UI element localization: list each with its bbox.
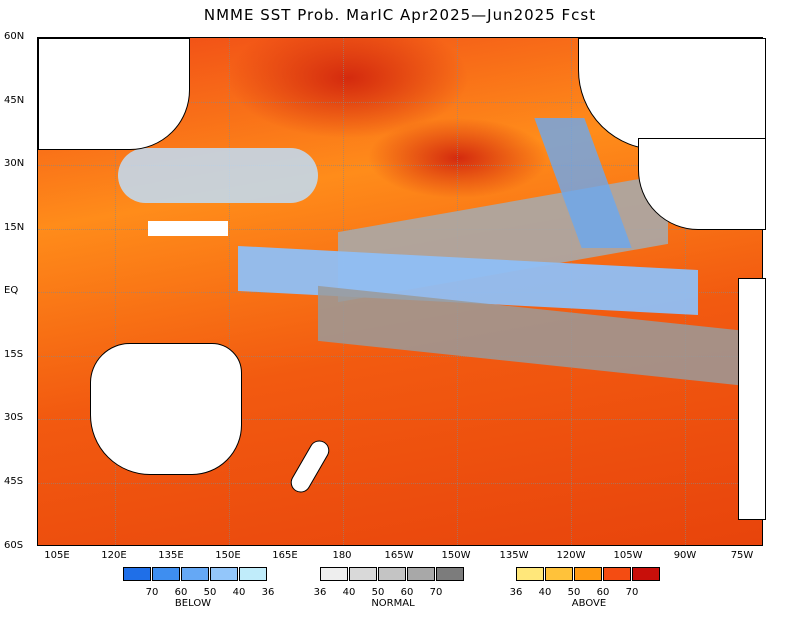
mexico-landmass bbox=[638, 138, 766, 230]
legend-swatch bbox=[210, 567, 238, 581]
lat-label: 30N bbox=[4, 158, 25, 169]
legend-swatch bbox=[181, 567, 209, 581]
lat-label: 45N bbox=[4, 95, 25, 106]
legend-tick: 36 bbox=[261, 587, 275, 598]
legend-tick: 50 bbox=[567, 587, 581, 598]
lon-label: 165W bbox=[384, 550, 414, 561]
legend-tick: 60 bbox=[596, 587, 610, 598]
legend-tick: 40 bbox=[538, 587, 552, 598]
lon-label: 75W bbox=[730, 550, 754, 561]
legend-tick: 50 bbox=[203, 587, 217, 598]
lon-label: 90W bbox=[673, 550, 697, 561]
legend-swatch bbox=[574, 567, 602, 581]
white-patch-wpac bbox=[148, 221, 228, 236]
legend-swatch bbox=[320, 567, 348, 581]
lat-label: 60N bbox=[4, 31, 25, 42]
legend-tick: 70 bbox=[625, 587, 639, 598]
lat-label: 15N bbox=[4, 222, 25, 233]
legend-tick: 36 bbox=[313, 587, 327, 598]
lon-label: 105W bbox=[613, 550, 643, 561]
lat-label: 30S bbox=[4, 412, 24, 423]
north-america-landmass bbox=[578, 38, 766, 150]
legend-swatch bbox=[436, 567, 464, 581]
map-title: NMME SST Prob. MarIC Apr2025—Jun2025 Fcs… bbox=[203, 6, 597, 24]
legend-swatch bbox=[378, 567, 406, 581]
lon-label: 120W bbox=[556, 550, 586, 561]
lon-label: 180 bbox=[332, 550, 352, 561]
legend-tick: 70 bbox=[429, 587, 443, 598]
asia-landmass bbox=[38, 38, 190, 150]
lat-label: EQ bbox=[4, 285, 19, 296]
lat-label: 45S bbox=[4, 476, 24, 487]
legend-swatch bbox=[407, 567, 435, 581]
legend-swatch bbox=[516, 567, 544, 581]
legend-tick: 70 bbox=[145, 587, 159, 598]
legend-swatch bbox=[545, 567, 573, 581]
lon-label: 120E bbox=[101, 550, 127, 561]
legend-label: ABOVE bbox=[571, 598, 607, 609]
lon-label: 135W bbox=[499, 550, 529, 561]
new-zealand-landmass bbox=[287, 436, 333, 497]
south-america-landmass bbox=[738, 278, 766, 520]
legend-swatch bbox=[123, 567, 151, 581]
australia-landmass bbox=[90, 343, 242, 475]
legend-label: BELOW bbox=[174, 598, 212, 609]
legend-tick: 50 bbox=[371, 587, 385, 598]
lon-label: 165E bbox=[272, 550, 298, 561]
lat-label: 15S bbox=[4, 349, 24, 360]
legend-swatch bbox=[349, 567, 377, 581]
legend-swatch bbox=[152, 567, 180, 581]
legend-tick: 60 bbox=[174, 587, 188, 598]
lon-label: 150E bbox=[215, 550, 241, 561]
legend-tick: 60 bbox=[400, 587, 414, 598]
below-band-north-pacific bbox=[118, 148, 318, 203]
sst-probability-map bbox=[37, 37, 766, 546]
legend-tick: 40 bbox=[232, 587, 246, 598]
legend-label: NORMAL bbox=[371, 598, 415, 609]
legend-swatch bbox=[603, 567, 631, 581]
lon-label: 135E bbox=[158, 550, 184, 561]
lon-label: 150W bbox=[441, 550, 471, 561]
legend-swatch bbox=[239, 567, 267, 581]
lat-label: 60S bbox=[4, 540, 24, 551]
legend-swatch bbox=[632, 567, 660, 581]
lon-label: 105E bbox=[44, 550, 70, 561]
legend-tick: 40 bbox=[342, 587, 356, 598]
legend-tick: 36 bbox=[509, 587, 523, 598]
